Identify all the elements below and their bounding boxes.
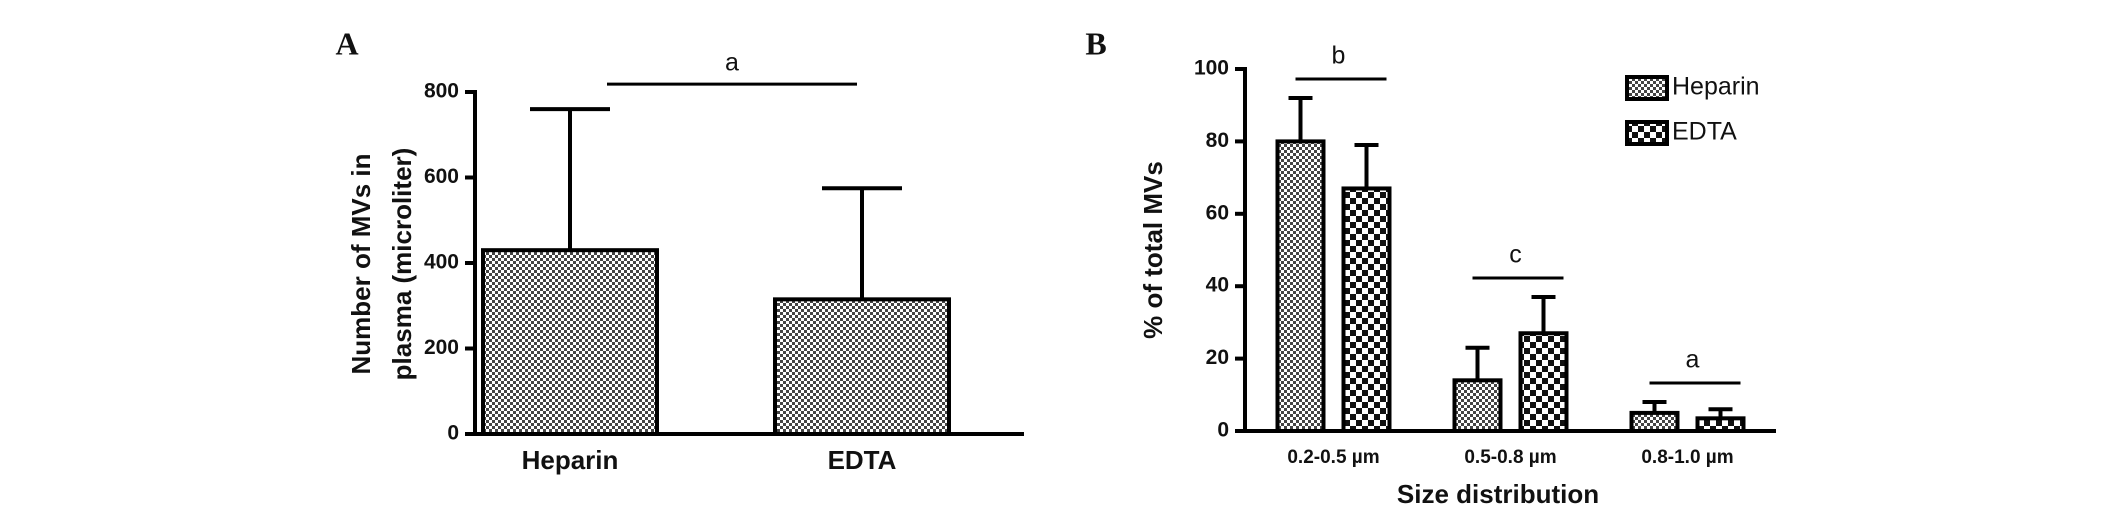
- y-tick-label: 100: [1194, 57, 1229, 80]
- bar: [1275, 139, 1326, 433]
- panel-label: A: [335, 25, 358, 61]
- x-tick-label: 0.2-0.5 µm: [1287, 447, 1379, 468]
- bar: [1695, 416, 1746, 433]
- bar: [773, 297, 951, 436]
- bar: [1341, 186, 1392, 433]
- x-tick-label: Heparin: [522, 445, 619, 475]
- y-axis-label: % of total MVs: [1138, 161, 1168, 339]
- y-tick-label: 80: [1206, 129, 1229, 152]
- significance-label: a: [1686, 346, 1700, 374]
- bar: [1518, 331, 1569, 434]
- y-tick-label: 0: [447, 422, 459, 445]
- x-tick-label: 0.8-1.0 µm: [1641, 447, 1733, 468]
- x-tick-label: 0.5-0.8 µm: [1464, 447, 1556, 468]
- significance-label: c: [1509, 241, 1522, 269]
- bar: [481, 248, 659, 436]
- legend-swatch: [1625, 120, 1669, 146]
- panel-label: B: [1085, 25, 1106, 61]
- y-tick-label: 60: [1206, 201, 1229, 224]
- legend-swatch: [1625, 75, 1669, 101]
- x-tick-label: EDTA: [828, 445, 897, 475]
- legend-label: Heparin: [1672, 73, 1760, 101]
- significance-label: a: [725, 49, 739, 77]
- y-axis-label: plasma (microliter): [387, 148, 417, 381]
- y-tick-label: 400: [424, 251, 459, 274]
- y-tick-label: 20: [1206, 346, 1229, 369]
- y-tick-label: 40: [1206, 274, 1229, 297]
- y-tick-label: 600: [424, 165, 459, 188]
- x-axis-label: Size distribution: [1397, 479, 1599, 509]
- y-tick-label: 0: [1217, 419, 1229, 442]
- y-axis-label: Number of MVs in: [346, 153, 376, 374]
- legend-label: EDTA: [1672, 118, 1737, 146]
- bar: [1629, 410, 1680, 433]
- y-tick-label: 200: [424, 336, 459, 359]
- bar: [1452, 378, 1503, 434]
- y-tick-label: 800: [424, 80, 459, 103]
- significance-label: b: [1332, 42, 1346, 70]
